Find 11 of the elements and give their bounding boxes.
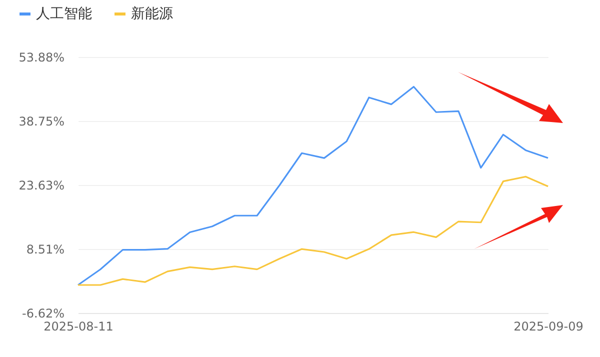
y-tick-label: -6.62% (22, 306, 64, 320)
x-tick-label: 2025-09-09 (514, 320, 584, 334)
y-tick-label: 53.88% (18, 50, 64, 64)
y-tick-label: 8.51% (26, 242, 64, 256)
line-series (77, 176, 549, 286)
y-tick-label: 38.75% (18, 114, 64, 129)
legend-label: 人工智能 (36, 6, 92, 22)
line-series (77, 86, 549, 286)
y-tick-label: 23.63% (18, 178, 64, 192)
x-tick-label: 2025-08-11 (44, 320, 114, 334)
legend-label: 新能源 (131, 6, 173, 22)
